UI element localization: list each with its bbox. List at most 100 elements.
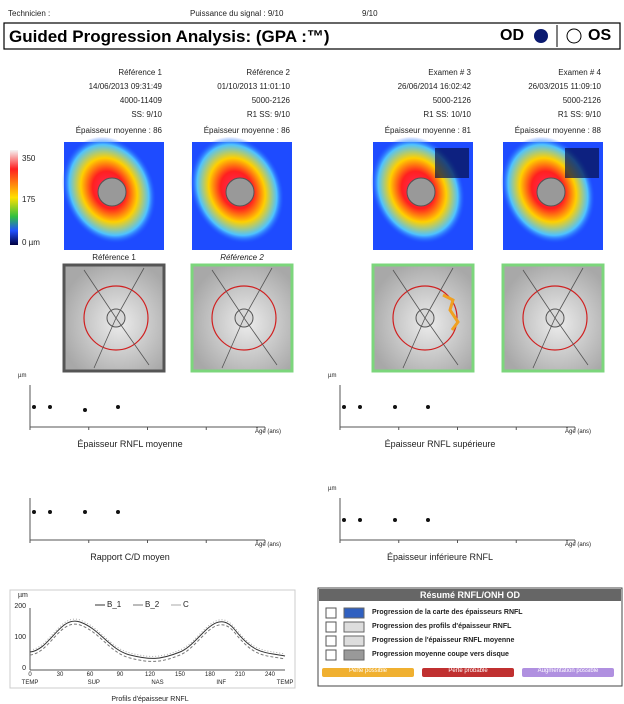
unit-label: µm bbox=[328, 373, 337, 379]
od-indicator bbox=[534, 29, 548, 43]
item-icon bbox=[343, 621, 365, 633]
exam-date: 26/03/2015 11:09:10 bbox=[528, 82, 601, 91]
map-artifact bbox=[435, 148, 469, 178]
exam-id: 5000-2126 bbox=[251, 96, 290, 105]
summary-item: Progression de l'épaisseur RNFL moyenne bbox=[372, 637, 515, 644]
chart-title: Profils d'épaisseur RNFL bbox=[111, 696, 189, 703]
x-tick-label: 120 bbox=[144, 672, 155, 678]
fundus-image bbox=[190, 263, 294, 373]
thickness-map bbox=[501, 136, 603, 250]
color-scale bbox=[10, 150, 18, 245]
item-icon bbox=[343, 649, 365, 661]
item-icon bbox=[343, 635, 365, 647]
exam-name: Référence 1 bbox=[118, 68, 162, 77]
x-axis-label: Âge (ans) bbox=[565, 429, 592, 435]
exam-id: 5000-2126 bbox=[432, 96, 471, 105]
scan-circle bbox=[83, 285, 149, 351]
trend-point bbox=[426, 405, 430, 409]
legend-swatch bbox=[522, 668, 614, 677]
x-tick-label: 150 bbox=[174, 672, 185, 678]
plot-title: Épaisseur inférieure RNFL bbox=[386, 552, 494, 562]
trend-point bbox=[358, 518, 362, 522]
x-axis-label: Âge (ans) bbox=[255, 542, 282, 548]
optic-disc bbox=[97, 177, 127, 207]
summary-title: Résumé RNFL/ONH OD bbox=[419, 590, 520, 600]
summary-header bbox=[319, 589, 621, 601]
item-icon bbox=[343, 607, 365, 619]
scale-label: 0 µm bbox=[22, 238, 40, 247]
unit-label: µm bbox=[328, 486, 337, 492]
sector-label: INF bbox=[216, 680, 227, 686]
trend-point bbox=[393, 518, 397, 522]
exam-date: 14/06/2013 09:31:49 bbox=[88, 82, 162, 91]
exam-name: Examen # 4 bbox=[558, 68, 601, 77]
y-tick-label: 100 bbox=[14, 634, 26, 641]
od-label: OD bbox=[500, 27, 524, 44]
exam-name: Référence 2 bbox=[246, 68, 290, 77]
x-tick-label: 60 bbox=[86, 672, 94, 678]
exam-ss: R1 SS: 10/10 bbox=[423, 110, 471, 119]
legend-label: C bbox=[183, 600, 189, 609]
y-tick-label: 200 bbox=[14, 603, 26, 610]
fundus-label: Référence 1 bbox=[92, 253, 136, 262]
trend-point bbox=[48, 510, 52, 514]
legend-label: Perte probable bbox=[448, 668, 488, 674]
trend-point bbox=[83, 510, 87, 514]
fundus-label: Référence 2 bbox=[220, 253, 264, 262]
exam-ss: R1 SS: 9/10 bbox=[557, 110, 601, 119]
exam-ss: R1 SS: 9/10 bbox=[246, 110, 290, 119]
exam-ss: SS: 9/10 bbox=[131, 110, 162, 119]
map-artifact bbox=[565, 148, 599, 178]
fundus-image bbox=[62, 263, 166, 373]
exam-id: 4000-11409 bbox=[119, 96, 162, 105]
os-indicator bbox=[566, 28, 582, 44]
checkbox bbox=[325, 607, 337, 619]
x-tick-label: 30 bbox=[56, 672, 64, 678]
fundus-image bbox=[501, 263, 605, 373]
checkbox bbox=[325, 635, 337, 647]
scale-label: 175 bbox=[22, 195, 36, 204]
summary-item: Progression de la carte des épaisseurs R… bbox=[372, 609, 523, 616]
signal-strength: Puissance du signal : 9/10 bbox=[190, 9, 284, 18]
exam-id: 5000-2126 bbox=[562, 96, 601, 105]
thickness-map bbox=[190, 136, 292, 250]
thickness-map bbox=[62, 136, 164, 250]
signal-strength: 9/10 bbox=[362, 9, 378, 18]
optic-disc bbox=[406, 177, 436, 207]
trend-point bbox=[358, 405, 362, 409]
unit-label: µm bbox=[18, 373, 27, 379]
profile-curve bbox=[29, 618, 286, 657]
trend-point bbox=[342, 405, 346, 409]
legend-label: B_2 bbox=[145, 600, 160, 609]
x-tick-label: 210 bbox=[234, 672, 245, 678]
title-bar bbox=[3, 22, 621, 50]
optic-disc bbox=[536, 177, 566, 207]
sector-label: NAS bbox=[151, 680, 164, 686]
exam-thickness: Épaisseur moyenne : 86 bbox=[75, 126, 162, 135]
x-tick-label: 240 bbox=[264, 672, 275, 678]
exam-name: Examen # 3 bbox=[428, 68, 471, 77]
plot-title: Épaisseur RNFL supérieure bbox=[384, 439, 496, 449]
vessels bbox=[83, 267, 150, 369]
profile-curve bbox=[29, 623, 286, 662]
x-tick-label: 0 bbox=[28, 672, 32, 678]
trend-point bbox=[32, 510, 36, 514]
legend-label: Perte possible bbox=[348, 668, 388, 674]
exam-date: 26/06/2014 16:02:42 bbox=[397, 82, 471, 91]
trend-point bbox=[342, 518, 346, 522]
trend-point bbox=[83, 408, 87, 412]
unit-label: µm bbox=[18, 592, 28, 599]
profile-curve bbox=[29, 620, 286, 659]
trend-point bbox=[32, 405, 36, 409]
optic-disc bbox=[225, 177, 255, 207]
profile-frame bbox=[9, 589, 296, 689]
x-tick-label: 90 bbox=[116, 672, 124, 678]
summary-item: Progression des profils d'épaisseur RNFL bbox=[372, 623, 512, 630]
legend-swatch bbox=[322, 668, 414, 677]
checkbox bbox=[325, 621, 337, 633]
fundus-image bbox=[371, 263, 475, 373]
sector-label: TEMP bbox=[276, 680, 294, 686]
trend-point bbox=[116, 510, 120, 514]
scan-circle bbox=[522, 285, 588, 351]
